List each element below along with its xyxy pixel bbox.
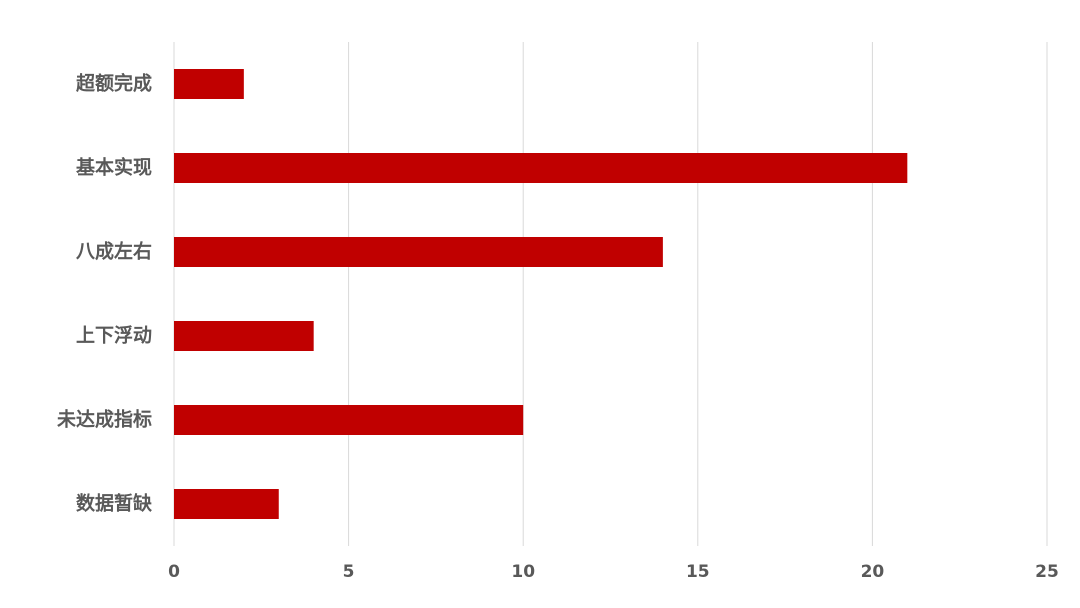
bar [174,237,663,267]
y-tick-label: 超额完成 [75,72,152,95]
x-tick-label: 10 [511,562,535,582]
y-tick-label: 基本实现 [75,156,152,179]
y-tick-label: 八成左右 [76,240,152,263]
x-tick-label: 5 [343,562,355,582]
bar [174,405,524,435]
x-tick-label: 15 [686,562,710,582]
y-tick-label: 未达成指标 [56,408,152,431]
bar [174,153,908,183]
bar [174,321,314,351]
bar [174,69,244,99]
x-tick-label: 25 [1035,562,1059,582]
x-tick-label: 0 [168,562,180,582]
bar [174,489,279,519]
y-tick-label: 数据暂缺 [76,492,153,515]
y-tick-label: 上下浮动 [76,324,152,347]
x-tick-label: 20 [861,562,885,582]
